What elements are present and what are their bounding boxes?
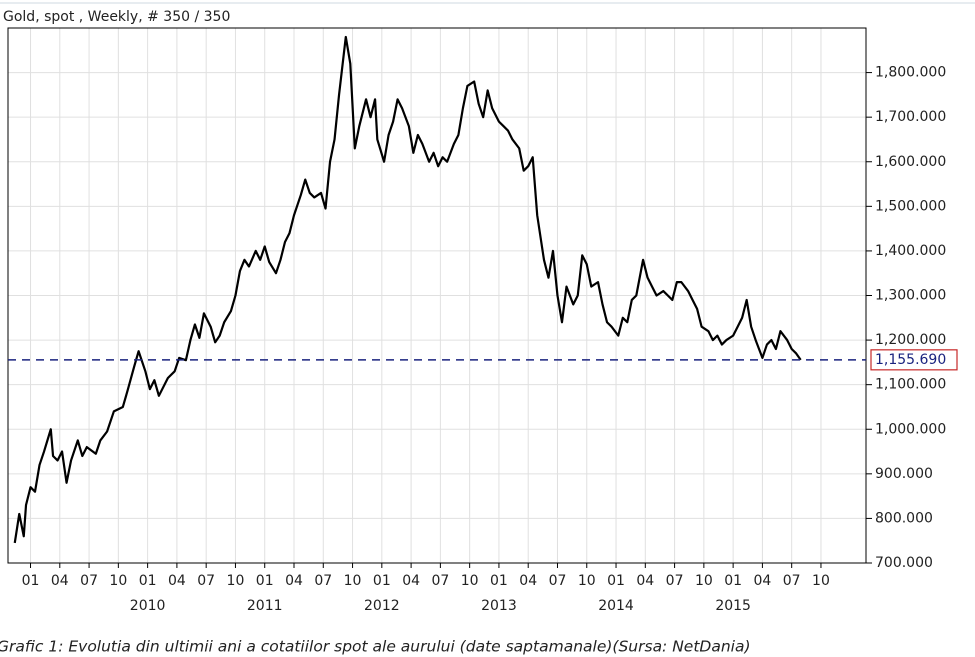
y-tick-label: 1,100.000 (875, 377, 946, 393)
year-label: 2014 (598, 598, 634, 614)
x-tick-label: 04 (636, 573, 654, 589)
x-tick-label: 07 (80, 573, 98, 589)
price-line (13, 35, 802, 544)
x-tick-label: 07 (549, 573, 567, 589)
x-tick-label: 04 (753, 573, 771, 589)
x-tick-label: 10 (578, 573, 596, 589)
y-tick-label: 1,200.000 (875, 332, 946, 348)
x-tick-label: 10 (812, 573, 830, 589)
year-label: 2013 (481, 598, 517, 614)
last-value-box (870, 349, 958, 371)
x-tick-label: 04 (168, 573, 186, 589)
x-tick-label: 10 (695, 573, 713, 589)
x-tick-label: 04 (285, 573, 303, 589)
plot-border (7, 27, 867, 564)
x-tick-label: 10 (344, 573, 362, 589)
y-tick-label: 700.000 (875, 555, 933, 571)
x-tick-label: 07 (666, 573, 684, 589)
caption: Grafic 1: Evolutia din ultimii ani a cot… (0, 638, 751, 656)
year-label: 2015 (715, 598, 751, 614)
year-label: 2012 (364, 598, 400, 614)
y-tick-label: 1,800.000 (875, 65, 946, 81)
last-value-label: 1,155.690 (875, 352, 946, 368)
x-tick-label: 07 (783, 573, 801, 589)
x-tick-label: 01 (22, 573, 40, 589)
x-tick-label: 04 (519, 573, 537, 589)
x-tick-label: 10 (109, 573, 127, 589)
x-tick-label: 01 (256, 573, 274, 589)
x-tick-label: 01 (724, 573, 742, 589)
y-tick-label: 1,500.000 (875, 198, 946, 214)
x-tick-label: 01 (607, 573, 625, 589)
x-tick-label: 01 (373, 573, 391, 589)
y-tick-label: 1,300.000 (875, 288, 946, 304)
y-tick-label: 900.000 (875, 466, 933, 482)
year-label: 2011 (247, 598, 283, 614)
x-tick-label: 10 (227, 573, 245, 589)
x-tick-label: 04 (402, 573, 420, 589)
y-tick-label: 1,400.000 (875, 243, 946, 259)
chart-title: Gold, spot , Weekly, # 350 / 350 (3, 9, 230, 25)
x-tick-label: 07 (314, 573, 332, 589)
y-tick-label: 1,000.000 (875, 421, 946, 437)
y-tick-label: 1,700.000 (875, 109, 946, 125)
x-tick-label: 10 (461, 573, 479, 589)
x-tick-label: 04 (51, 573, 69, 589)
year-label: 2010 (130, 598, 166, 614)
x-tick-label: 07 (197, 573, 215, 589)
y-tick-label: 1,600.000 (875, 154, 946, 170)
y-tick-label: 800.000 (875, 510, 933, 526)
x-tick-label: 01 (490, 573, 508, 589)
x-tick-label: 01 (139, 573, 157, 589)
x-tick-label: 07 (431, 573, 449, 589)
